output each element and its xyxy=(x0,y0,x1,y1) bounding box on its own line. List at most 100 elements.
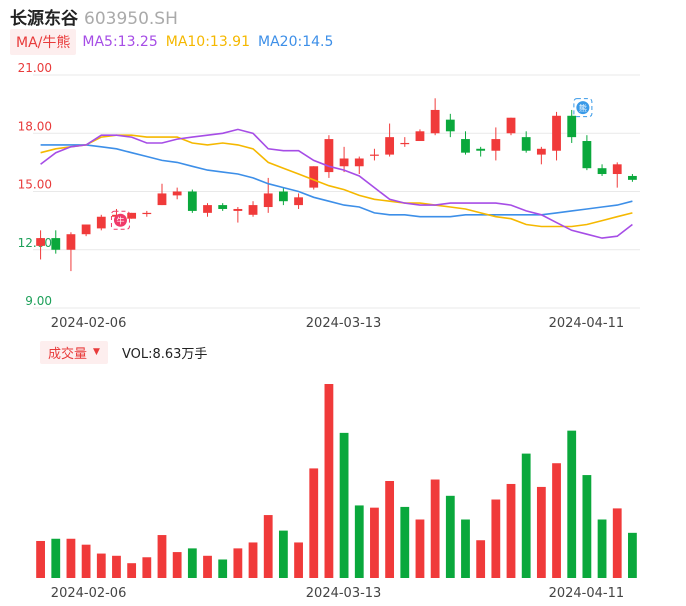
candle xyxy=(430,98,440,136)
volume-bar xyxy=(96,553,106,578)
x-tick-label: 2024-03-13 xyxy=(306,586,382,601)
candle-body xyxy=(370,154,379,156)
candle-body xyxy=(415,131,425,142)
dropdown-arrow-icon: ▼ xyxy=(93,347,100,357)
volume-bar xyxy=(628,532,637,578)
volume-bar xyxy=(278,530,288,578)
kline-chart[interactable]: 21.00 18.00 15.00 12.00 9.00 2024-02-06 2024-0… xyxy=(0,0,686,335)
bear-marker-icon: 熊 xyxy=(573,98,593,118)
volume-bar xyxy=(142,557,152,578)
candle xyxy=(203,203,212,217)
y-tick-label: 18.00 xyxy=(18,119,52,133)
candle xyxy=(370,148,379,161)
candle-body xyxy=(81,224,91,235)
volume-bar xyxy=(400,506,410,578)
ma10-label: MA10:13.91 xyxy=(165,34,251,50)
marker-label: 牛 xyxy=(116,216,124,226)
candle-body xyxy=(430,109,440,134)
candle xyxy=(612,162,622,188)
stock-header: 长源东谷 603950.SH xyxy=(10,4,178,29)
candle-body xyxy=(127,212,137,219)
ma-switch-button[interactable]: MA/牛熊 xyxy=(10,29,77,55)
candle xyxy=(233,207,243,223)
candle-body xyxy=(218,205,228,209)
volume-bar xyxy=(294,542,303,578)
candle-body xyxy=(36,238,45,246)
candle xyxy=(142,210,152,217)
volume-bar xyxy=(187,548,197,578)
volume-bar xyxy=(157,535,167,578)
volume-bar xyxy=(552,463,561,578)
y-tick-label: 9.00 xyxy=(25,294,52,308)
volume-bar xyxy=(415,519,425,578)
candle-body xyxy=(309,166,319,188)
volume-bar xyxy=(339,432,349,578)
candle xyxy=(536,146,546,165)
candle-body xyxy=(582,141,592,169)
candle-body xyxy=(51,238,61,250)
candle-body xyxy=(278,191,288,202)
candle xyxy=(157,183,167,206)
ma-legend: MA/牛熊 MA5:13.25 MA10:13.91 MA20:14.5 xyxy=(10,29,341,55)
candle xyxy=(597,164,607,176)
volume-bar xyxy=(263,515,273,578)
x-tick-label: 2024-02-06 xyxy=(51,316,127,331)
marker-badge xyxy=(576,101,590,115)
volume-legend: 成交量 ▼ VOL:8.63万手 xyxy=(40,340,207,364)
x-tick-label: 2024-04-11 xyxy=(549,316,625,331)
candle-body xyxy=(506,117,516,134)
volume-bar xyxy=(430,479,440,578)
candle xyxy=(172,187,182,200)
volume-bar xyxy=(51,538,61,578)
volume-bar xyxy=(324,384,334,578)
stock-code: 603950.SH xyxy=(84,9,178,29)
candle-body xyxy=(354,158,364,167)
volume-bar xyxy=(461,519,470,578)
y-tick-label: 21.00 xyxy=(18,61,52,75)
candle xyxy=(506,117,516,136)
volume-bar xyxy=(354,505,364,578)
volume-bar xyxy=(172,552,182,578)
candle xyxy=(339,146,349,173)
x-tick-label: 2024-04-11 xyxy=(549,586,625,601)
candle-body xyxy=(66,234,76,250)
volume-switch-label: 成交量 xyxy=(48,346,88,362)
candle-body xyxy=(552,115,561,151)
candle xyxy=(36,230,45,260)
ma10-line xyxy=(40,134,633,228)
candle xyxy=(309,166,319,190)
y-tick-label: 15.00 xyxy=(18,178,52,192)
volume-bar xyxy=(476,540,486,578)
candle xyxy=(445,113,455,138)
bull-marker-icon: 牛 xyxy=(110,210,130,230)
volume-bar xyxy=(536,486,546,578)
volume-bar xyxy=(385,481,395,578)
candle xyxy=(278,187,288,206)
marker-badge xyxy=(113,213,127,227)
volume-bar xyxy=(597,519,607,578)
x-tick-label: 2024-03-13 xyxy=(306,316,382,331)
volume-bar xyxy=(81,544,91,578)
candle-body xyxy=(445,119,455,132)
candle xyxy=(491,127,501,161)
candle-body xyxy=(461,139,470,153)
candle-body xyxy=(339,158,349,167)
volume-bar xyxy=(233,548,243,578)
candle-body xyxy=(187,191,197,211)
volume-bar xyxy=(127,563,137,578)
candle-body xyxy=(294,197,303,206)
volume-switch-button[interactable]: 成交量 ▼ xyxy=(40,340,108,364)
marker-frame xyxy=(110,210,130,230)
candle xyxy=(218,203,228,211)
candle xyxy=(567,109,577,143)
marker-frame xyxy=(573,98,593,118)
candle-body xyxy=(263,193,273,208)
candle xyxy=(81,224,91,237)
candle-body xyxy=(157,193,167,206)
volume-bar xyxy=(36,540,45,578)
candle-body xyxy=(248,205,258,215)
candle xyxy=(582,135,592,171)
volume-bar xyxy=(112,555,121,578)
candle-body xyxy=(96,216,106,229)
volume-bar xyxy=(491,499,501,578)
